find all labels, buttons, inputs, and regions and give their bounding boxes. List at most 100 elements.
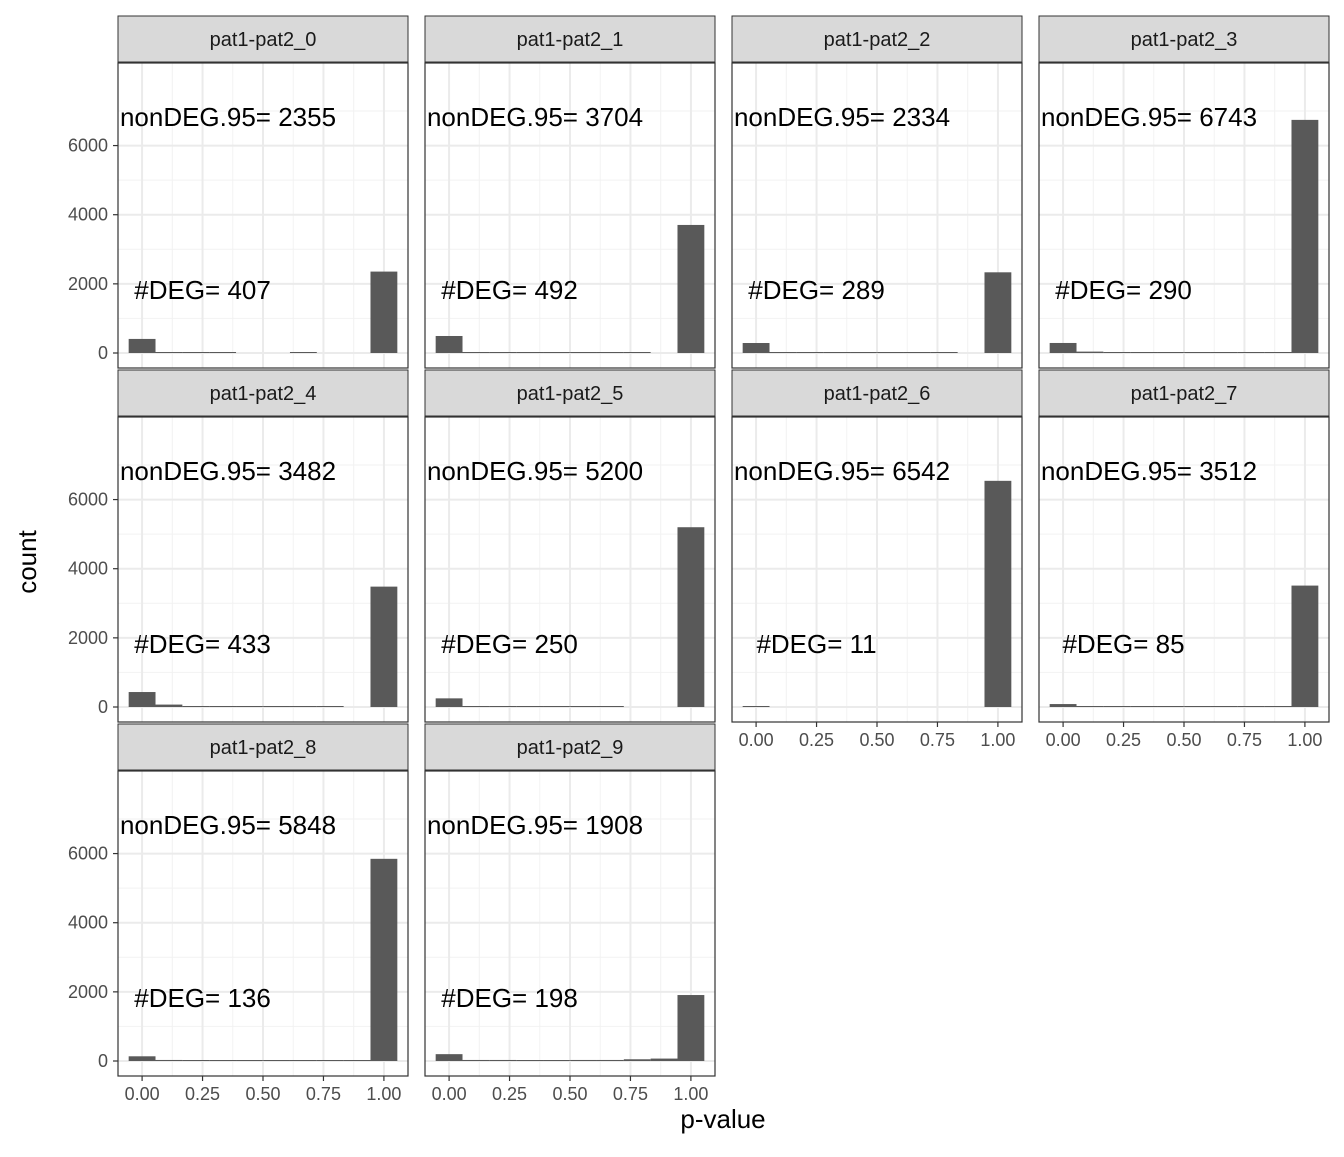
histogram-bar bbox=[570, 706, 597, 707]
histogram-bar bbox=[435, 698, 463, 707]
facet-strip-label: pat1-pat2_6 bbox=[824, 383, 931, 405]
histogram-bar bbox=[796, 352, 824, 353]
facet-strip bbox=[424, 369, 716, 417]
histogram-bar bbox=[930, 352, 958, 353]
histogram-bar bbox=[903, 352, 931, 353]
histogram-bar bbox=[650, 1058, 678, 1061]
histogram-bar bbox=[543, 706, 570, 707]
deg-annotation: #DEG= 290 bbox=[1055, 275, 1192, 305]
nondeg-annotation: nonDEG.95= 6743 bbox=[1041, 102, 1257, 132]
facet-strip-label: pat1-pat2_0 bbox=[210, 29, 317, 51]
histogram-bar bbox=[570, 1059, 597, 1061]
deg-annotation: #DEG= 85 bbox=[1062, 629, 1184, 659]
facet-strip-label: pat1-pat2_9 bbox=[517, 737, 624, 759]
histogram-bar bbox=[623, 1059, 651, 1061]
facet-strip-label: pat1-pat2_4 bbox=[210, 383, 317, 405]
facet-strip bbox=[424, 723, 716, 771]
deg-annotation: #DEG= 136 bbox=[134, 983, 271, 1013]
facet-strip bbox=[1038, 369, 1330, 417]
deg-annotation: #DEG= 492 bbox=[441, 275, 578, 305]
x-axis-ticks: 0.00 0.25 0.50 0.75 1.00 0.00 0.25 0.50 0.75 1.00… bbox=[125, 722, 1322, 1104]
facet-panel: pat1-pat2_0 nonDEG.95= 2355 #DEG= 407 bbox=[117, 15, 409, 369]
y-axis-ticks: 0 2000 4000 6000 0 2000 4000 6000 0 2000 4000 6000 bbox=[68, 136, 118, 1071]
histogram-bar bbox=[155, 1059, 183, 1061]
x-tick-label: 0.25 bbox=[799, 730, 834, 750]
histogram-bar bbox=[596, 1059, 624, 1061]
histogram-bar bbox=[236, 1060, 263, 1061]
histogram-bar bbox=[1049, 704, 1077, 707]
histogram-bar bbox=[1076, 706, 1104, 707]
panel-border bbox=[117, 62, 409, 369]
y-tick-label: 0 bbox=[98, 697, 108, 717]
histogram-bar bbox=[1157, 706, 1184, 707]
histogram-bar bbox=[1291, 119, 1319, 353]
facet-strip bbox=[731, 369, 1023, 417]
facet-panel: pat1-pat2_1 nonDEG.95= 3704 #DEG= 492 bbox=[424, 15, 716, 369]
panel-border bbox=[731, 62, 1023, 369]
histogram-bar bbox=[769, 352, 797, 353]
x-tick-label: 0.25 bbox=[185, 1084, 220, 1104]
facet-plot-area: nonDEG.95= 1908 #DEG= 198 bbox=[424, 770, 716, 1077]
facet-strip-label: pat1-pat2_3 bbox=[1131, 29, 1238, 51]
x-tick-label: 0.75 bbox=[306, 1084, 341, 1104]
x-tick-label: 0.50 bbox=[859, 730, 894, 750]
nondeg-annotation: nonDEG.95= 1908 bbox=[427, 810, 643, 840]
x-tick-label: 0.50 bbox=[1166, 730, 1201, 750]
facet-strip bbox=[424, 15, 716, 63]
histogram-bar bbox=[742, 343, 770, 353]
nondeg-annotation: nonDEG.95= 5848 bbox=[120, 810, 336, 840]
histogram-bar bbox=[128, 692, 156, 707]
facet-panel: pat1-pat2_7 nonDEG.95= 3512 #DEG= 85 bbox=[1038, 369, 1330, 723]
histogram-bar bbox=[209, 706, 237, 707]
x-tick-label: 0.25 bbox=[492, 1084, 527, 1104]
histogram-bar bbox=[1103, 352, 1131, 353]
facet-panel: pat1-pat2_6 nonDEG.95= 6542 #DEG= 11 bbox=[731, 369, 1023, 723]
histogram-bar bbox=[182, 1060, 210, 1061]
histogram-bar bbox=[516, 1060, 544, 1061]
histogram-bar bbox=[516, 706, 544, 707]
histogram-bar bbox=[370, 586, 398, 707]
facet-plot-area: nonDEG.95= 2355 #DEG= 407 bbox=[117, 62, 409, 369]
facet-panel: pat1-pat2_5 nonDEG.95= 5200 #DEG= 250 bbox=[424, 369, 716, 723]
histogram-bar bbox=[1184, 706, 1211, 707]
histogram-bar bbox=[984, 480, 1012, 707]
x-tick-label: 1.00 bbox=[980, 730, 1015, 750]
x-tick-label: 1.00 bbox=[366, 1084, 401, 1104]
histogram-bar bbox=[1237, 352, 1265, 353]
histogram-bar bbox=[289, 706, 317, 707]
facet-strip-label: pat1-pat2_5 bbox=[517, 383, 624, 405]
histogram-bar bbox=[1184, 352, 1211, 353]
x-axis-title: p-value bbox=[680, 1104, 765, 1134]
panel-border bbox=[117, 416, 409, 723]
y-tick-label: 0 bbox=[98, 343, 108, 363]
y-tick-label: 4000 bbox=[68, 559, 108, 579]
histogram-bar bbox=[263, 1060, 290, 1061]
facet-plot-area: nonDEG.95= 5200 #DEG= 250 bbox=[424, 416, 716, 723]
deg-annotation: #DEG= 407 bbox=[134, 275, 271, 305]
histogram-bar bbox=[1049, 342, 1077, 353]
histogram-bar bbox=[1130, 706, 1158, 707]
histogram-bar bbox=[1264, 706, 1292, 707]
x-tick-label: 0.75 bbox=[920, 730, 955, 750]
y-tick-label: 2000 bbox=[68, 274, 108, 294]
facet-strip-label: pat1-pat2_2 bbox=[824, 29, 931, 51]
histogram-bar bbox=[823, 352, 851, 353]
histogram-bar bbox=[516, 352, 544, 353]
facet-panel: pat1-pat2_2 nonDEG.95= 2334 #DEG= 289 bbox=[731, 15, 1023, 369]
facet-strip-label: pat1-pat2_8 bbox=[210, 737, 317, 759]
facet-plot-area: nonDEG.95= 6542 #DEG= 11 bbox=[731, 416, 1023, 723]
facet-plot-area: nonDEG.95= 3512 #DEG= 85 bbox=[1038, 416, 1330, 723]
histogram-bar bbox=[435, 335, 463, 353]
facet-strip bbox=[117, 15, 409, 63]
y-axis-title: count bbox=[12, 529, 42, 593]
nondeg-annotation: nonDEG.95= 3482 bbox=[120, 456, 336, 486]
nondeg-annotation: nonDEG.95= 2334 bbox=[734, 102, 950, 132]
histogram-bar bbox=[677, 224, 705, 353]
histogram-bar bbox=[1103, 706, 1131, 707]
histogram-bar bbox=[489, 706, 517, 707]
histogram-bar bbox=[1210, 352, 1238, 353]
deg-annotation: #DEG= 433 bbox=[134, 629, 271, 659]
